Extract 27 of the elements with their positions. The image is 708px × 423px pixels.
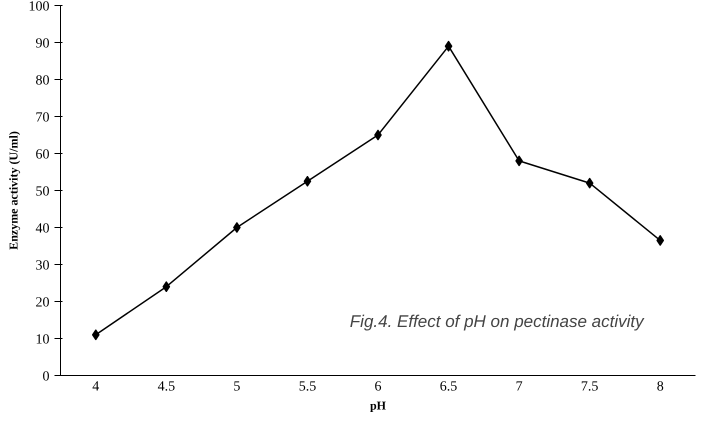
y-tick-label: 60 (36, 148, 50, 162)
y-tick-label: 70 (36, 110, 50, 126)
x-tick-label: 8 (656, 380, 664, 394)
point (233, 222, 241, 233)
y-tick-label: 100 (28, 0, 50, 14)
y-tick-label: 80 (36, 74, 50, 88)
x-tick-label: 4.5 (158, 380, 176, 394)
y-tick-label: 90 (36, 36, 50, 52)
x-tick-label: 5 (233, 380, 240, 394)
y-tick-label: 20 (36, 296, 50, 310)
point (92, 329, 100, 340)
y-tick-label: 50 (36, 184, 50, 200)
x-tick-label: 6 (374, 380, 382, 394)
x-tick-label: 7.5 (580, 380, 598, 394)
x-tick-label: 6.5 (440, 380, 458, 394)
annotation: Fig.4. Effect of pH on pectinase activity (350, 312, 646, 332)
x-axis-title: pH (370, 398, 387, 412)
y-tick-label: 30 (36, 258, 50, 274)
y-axis-title: Enzyme activity (U/ml) (6, 131, 20, 250)
y-tick-label: 40 (36, 222, 50, 236)
point (374, 130, 382, 140)
x-tick-label: 7 (516, 380, 523, 394)
x-tick-label: 4 (92, 380, 100, 394)
x-tick-label: 5.5 (298, 380, 316, 394)
point (656, 234, 664, 246)
y-tick-label: 0 (42, 370, 50, 384)
y-tick-label: 10 (36, 332, 50, 348)
